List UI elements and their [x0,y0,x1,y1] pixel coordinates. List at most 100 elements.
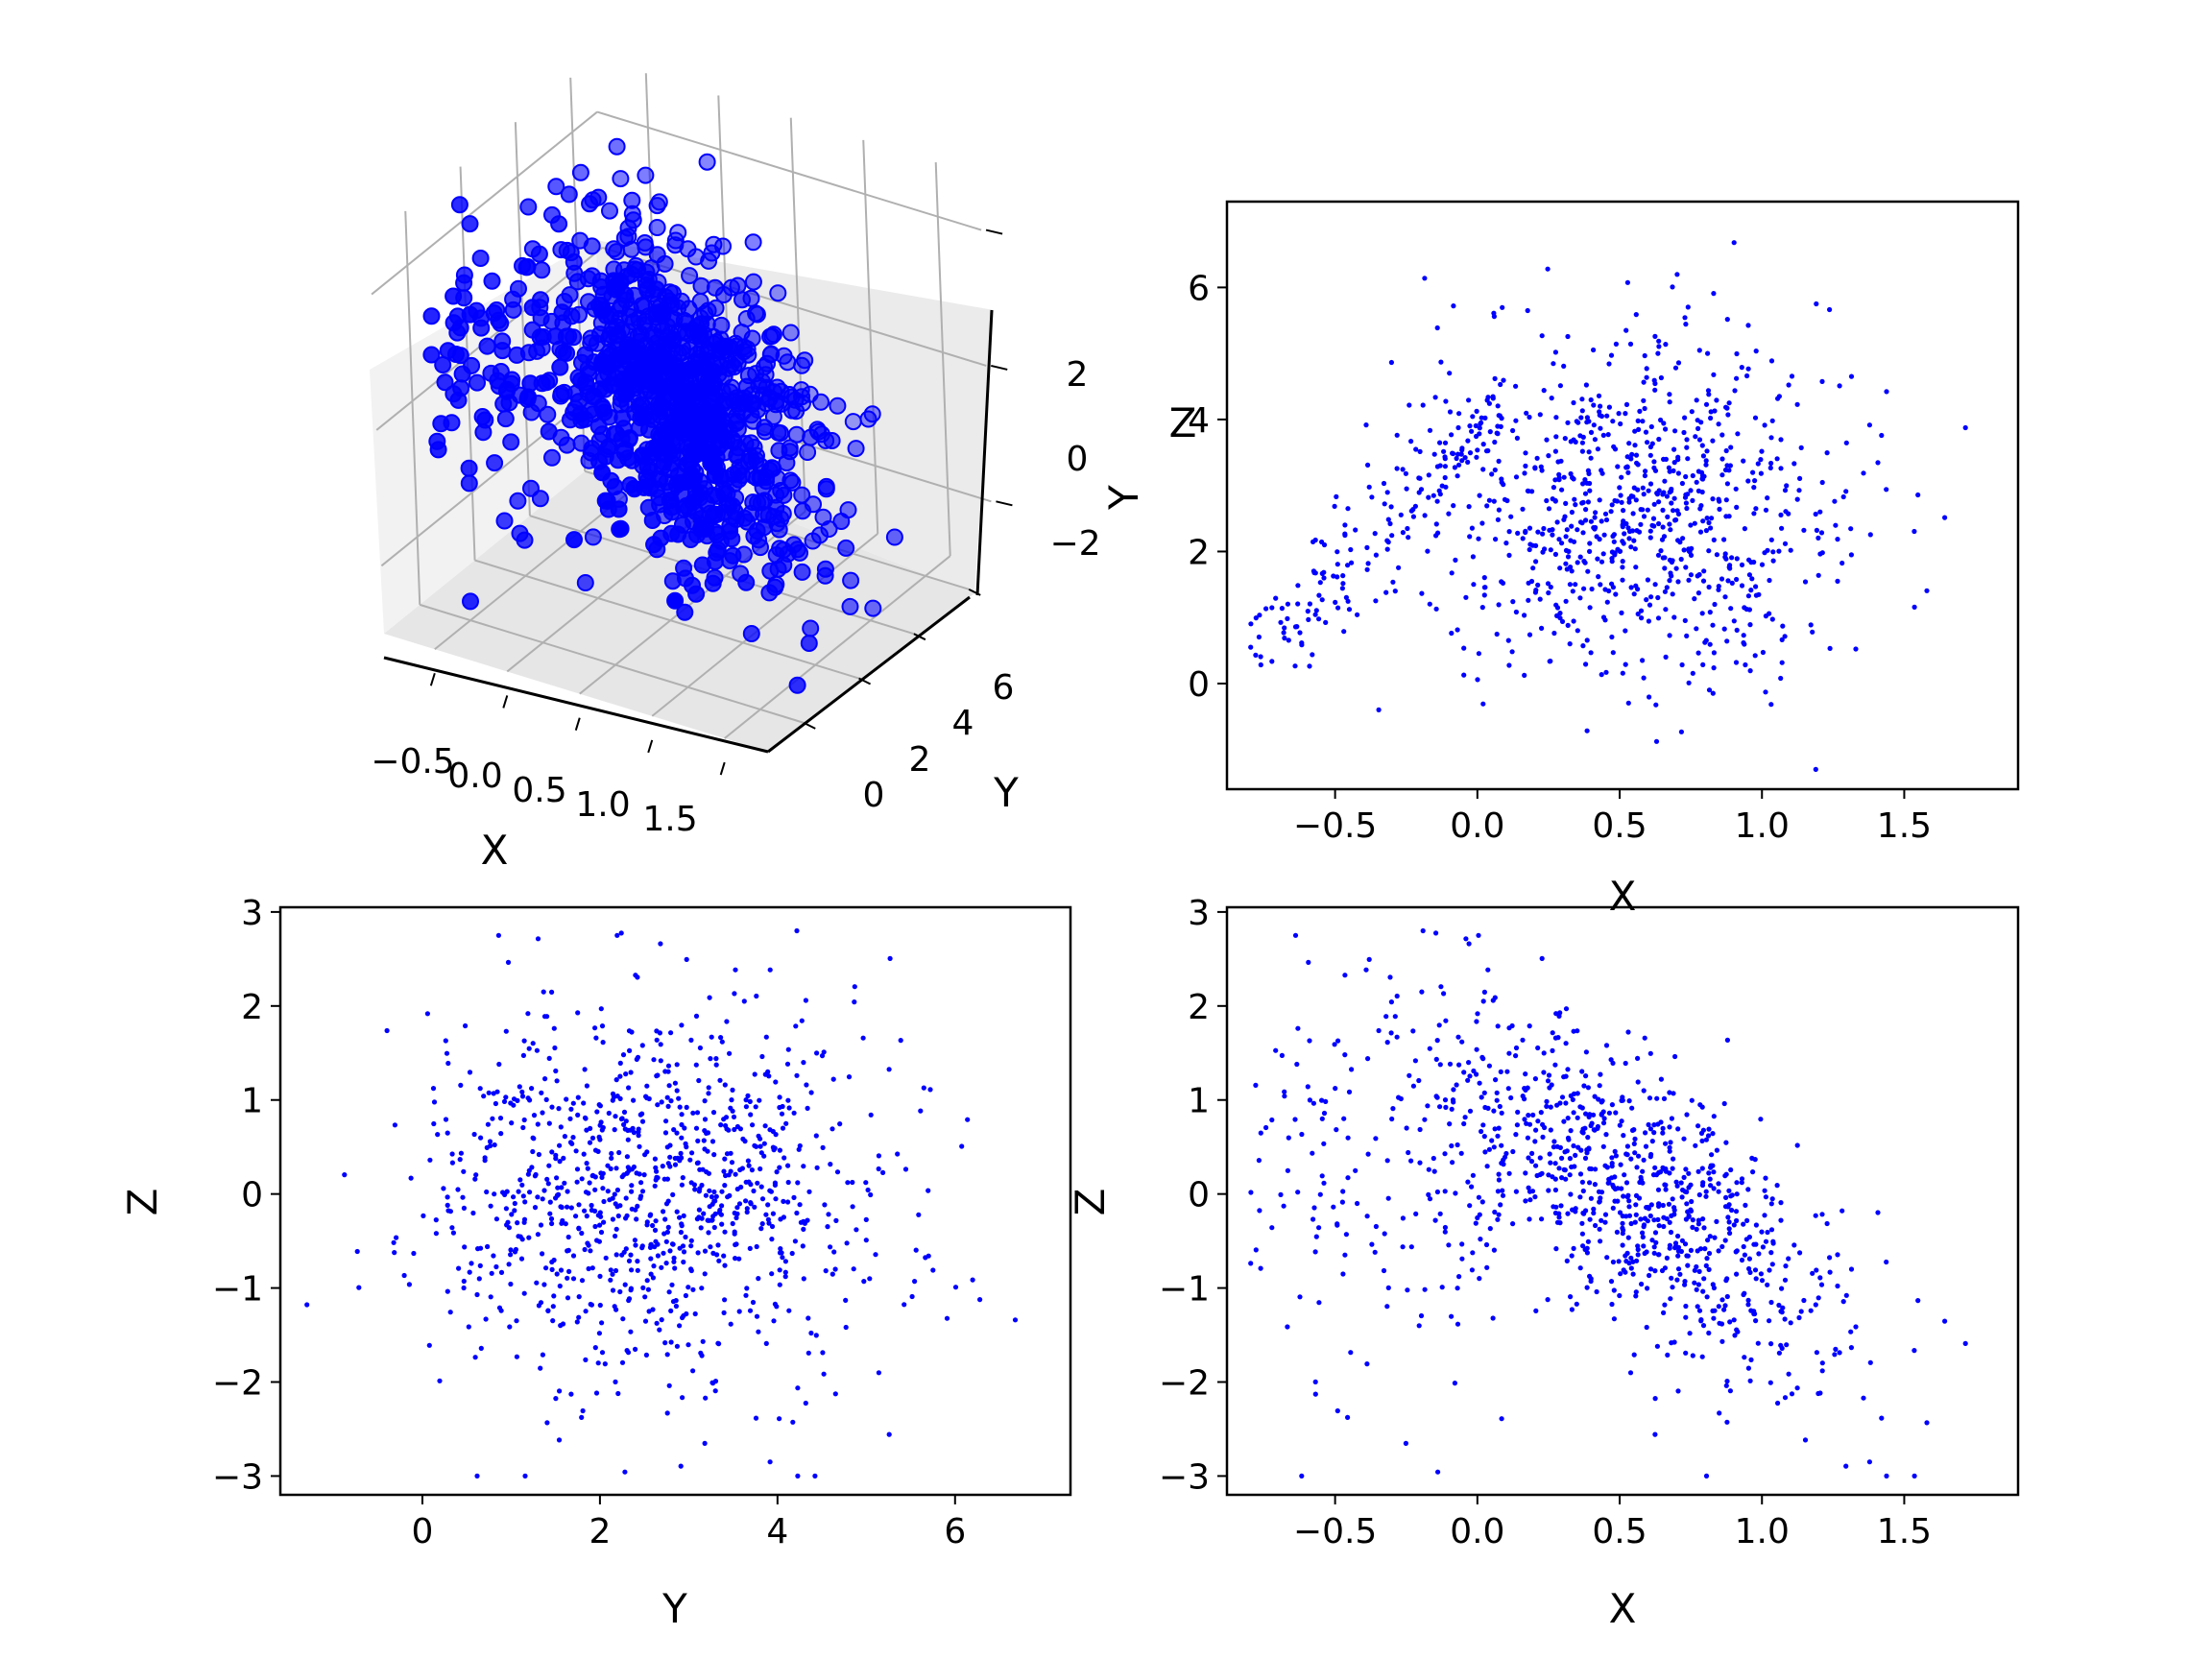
data-point [729,276,747,295]
data-point [653,458,671,476]
data-point [1253,652,1259,659]
data-point [1530,565,1536,571]
data-point [667,1248,673,1254]
data-point [1539,955,1545,962]
x-tick-label-3d: 1.5 [642,800,697,839]
data-point [1652,333,1658,339]
data-point [1667,489,1672,495]
data-point [1819,1360,1825,1366]
data-point [601,1219,607,1225]
data-point [1442,1151,1448,1157]
data-point [1381,1267,1387,1274]
tick-mark-3d [985,228,1003,235]
data-point [517,1177,523,1183]
data-point [770,1144,777,1150]
y-tick-label: −3 [212,1457,263,1497]
data-point [562,1134,568,1140]
data-point [663,1261,669,1266]
data-point [547,1199,553,1205]
data-point [1681,1174,1687,1180]
data-point [678,1229,685,1236]
data-point [750,1299,757,1306]
data-point [1340,573,1346,579]
data-point [600,1040,606,1046]
data-point [1462,455,1468,461]
data-point [782,1269,788,1275]
data-point [756,1329,761,1334]
data-point [1647,1095,1653,1101]
data-point [1685,1262,1691,1268]
data-point [1915,1298,1921,1304]
data-point [556,1437,563,1443]
data-point [1587,1216,1593,1222]
data-point [1722,1238,1728,1243]
data-point [1438,984,1444,990]
data-point [1721,1100,1727,1107]
data-point [1660,555,1666,561]
data-point [1651,1217,1657,1223]
plot-frame-x-z [1225,905,2020,1497]
data-point [568,1391,574,1397]
data-point [1817,509,1823,515]
data-point [623,1118,629,1124]
data-point [1672,1240,1679,1246]
data-point [1695,1217,1701,1223]
data-point [1312,537,1318,543]
data-point [606,1110,612,1117]
data-point [1652,582,1658,588]
data-point [1490,998,1496,1003]
data-point [1747,622,1753,628]
data-point [549,989,555,995]
data-point [826,1212,831,1217]
data-point [1700,518,1706,524]
data-point [1513,474,1520,480]
data-point [531,1113,538,1118]
data-point [1645,440,1650,445]
data-point [766,1073,772,1079]
data-point [1685,456,1691,462]
data-point [1321,569,1327,575]
data-point [1564,1258,1570,1263]
data-point [1526,597,1531,603]
data-point [553,1068,559,1074]
data-point [1427,427,1433,433]
data-point [597,1137,603,1142]
points-x-z [1248,927,1968,1479]
data-point [1733,1209,1740,1214]
data-point [1480,1056,1486,1062]
data-point [1532,1139,1538,1144]
data-point [1605,432,1611,438]
data-point [832,1266,838,1272]
data-point [648,197,666,215]
data-point [1321,1180,1327,1186]
data-point [1256,1158,1262,1164]
data-point [1561,517,1567,522]
data-point [1434,325,1440,331]
data-point [734,1205,740,1211]
data-point [565,252,583,271]
data-point [1646,618,1651,624]
data-point [529,1086,535,1092]
data-point [1600,551,1606,557]
data-point [1586,419,1592,424]
data-point [728,446,746,465]
data-point [769,284,787,302]
data-point [1642,352,1647,359]
data-point [1597,409,1602,415]
data-point [785,1163,791,1168]
data-point [429,441,447,459]
data-point [1340,581,1346,587]
data-point [1611,539,1617,544]
data-point [785,1097,791,1103]
data-point [842,571,860,589]
data-point [1660,507,1666,514]
data-point [1552,551,1558,558]
data-point [1911,1473,1917,1479]
data-point [1635,1079,1641,1085]
data-point [730,1220,735,1227]
data-point [729,1097,734,1103]
data-point [477,1086,483,1092]
data-point [1492,375,1498,381]
data-point [1565,420,1571,425]
data-point [580,1407,586,1414]
